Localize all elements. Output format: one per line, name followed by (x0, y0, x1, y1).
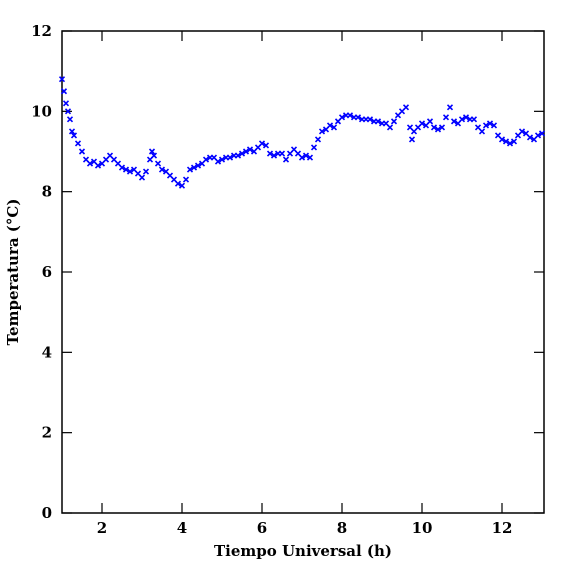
data-point (126, 168, 134, 175)
data-point (518, 128, 526, 135)
data-point (408, 136, 416, 143)
data-point (538, 130, 546, 137)
data-point (182, 176, 190, 183)
data-point (148, 148, 156, 155)
data-point (470, 116, 478, 123)
data-point (150, 152, 158, 159)
y-tick-label: 12 (31, 22, 52, 40)
data-point (78, 148, 86, 155)
data-point (266, 150, 274, 157)
data-point (142, 168, 150, 175)
data-point (70, 132, 78, 139)
data-point (138, 174, 146, 181)
y-tick-label: 6 (42, 263, 52, 281)
data-point (74, 140, 82, 147)
data-point (62, 100, 70, 107)
data-point (490, 122, 498, 129)
data-point (330, 124, 338, 131)
data-point (122, 166, 130, 173)
data-point (346, 112, 354, 119)
data-point (306, 154, 314, 161)
data-point (438, 124, 446, 131)
data-point (458, 116, 466, 123)
y-tick-label: 10 (31, 102, 52, 120)
data-point (154, 160, 162, 167)
data-point (442, 114, 450, 121)
data-point (386, 124, 394, 131)
x-tick-label: 12 (492, 519, 513, 537)
data-point (64, 108, 72, 115)
data-point (186, 166, 194, 173)
data-point (430, 124, 438, 131)
data-point (446, 104, 454, 111)
data-point (58, 76, 66, 83)
data-point (426, 118, 434, 125)
x-tick-label: 6 (257, 519, 267, 537)
data-point (174, 180, 182, 187)
y-tick-label: 2 (42, 424, 52, 442)
data-point (190, 164, 198, 171)
data-point (478, 128, 486, 135)
data-point (278, 150, 286, 157)
data-point (326, 122, 334, 129)
data-point (242, 148, 250, 155)
data-point (418, 120, 426, 127)
data-point (450, 118, 458, 125)
data-point (194, 162, 202, 169)
data-point (310, 144, 318, 151)
data-point (354, 114, 362, 121)
y-tick-label: 8 (42, 183, 52, 201)
data-point (226, 154, 234, 161)
x-tick-label: 4 (177, 519, 187, 537)
y-tick-label: 0 (42, 504, 52, 522)
x-tick-label: 10 (412, 519, 433, 537)
x-axis-label: Tiempo Universal (h) (214, 542, 392, 560)
data-point (68, 128, 76, 135)
data-point (366, 116, 374, 123)
data-point (502, 138, 510, 145)
data-point (482, 122, 490, 129)
data-point (60, 88, 68, 95)
x-tick-label: 2 (97, 519, 107, 537)
data-point (118, 164, 126, 171)
data-point (534, 132, 542, 139)
data-point (318, 128, 326, 135)
data-point (158, 166, 166, 173)
data-point (218, 156, 226, 163)
data-point (402, 104, 410, 111)
data-point (462, 114, 470, 121)
data-point (374, 118, 382, 125)
data-point (214, 158, 222, 165)
y-axis-label: Temperatura (°C) (4, 199, 22, 346)
data-point (178, 182, 186, 189)
data-point (202, 156, 210, 163)
data-point (506, 140, 514, 147)
data-point (270, 152, 278, 159)
x-tick-label: 8 (337, 519, 347, 537)
data-point (298, 154, 306, 161)
data-point (498, 136, 506, 143)
data-point (486, 120, 494, 127)
data-point (94, 162, 102, 169)
data-point (338, 114, 346, 121)
plot-frame (61, 30, 545, 514)
data-point (258, 140, 266, 147)
data-point (246, 146, 254, 153)
data-point (234, 152, 242, 159)
data-point (510, 138, 518, 145)
data-point (66, 116, 74, 123)
data-point (238, 150, 246, 157)
data-point (314, 136, 322, 143)
data-point (390, 118, 398, 125)
data-point (262, 142, 270, 149)
data-point (302, 152, 310, 159)
data-point (86, 160, 94, 167)
data-point (526, 134, 534, 141)
data-point (282, 156, 290, 163)
y-tick-label: 4 (42, 343, 52, 361)
data-point (434, 126, 442, 133)
